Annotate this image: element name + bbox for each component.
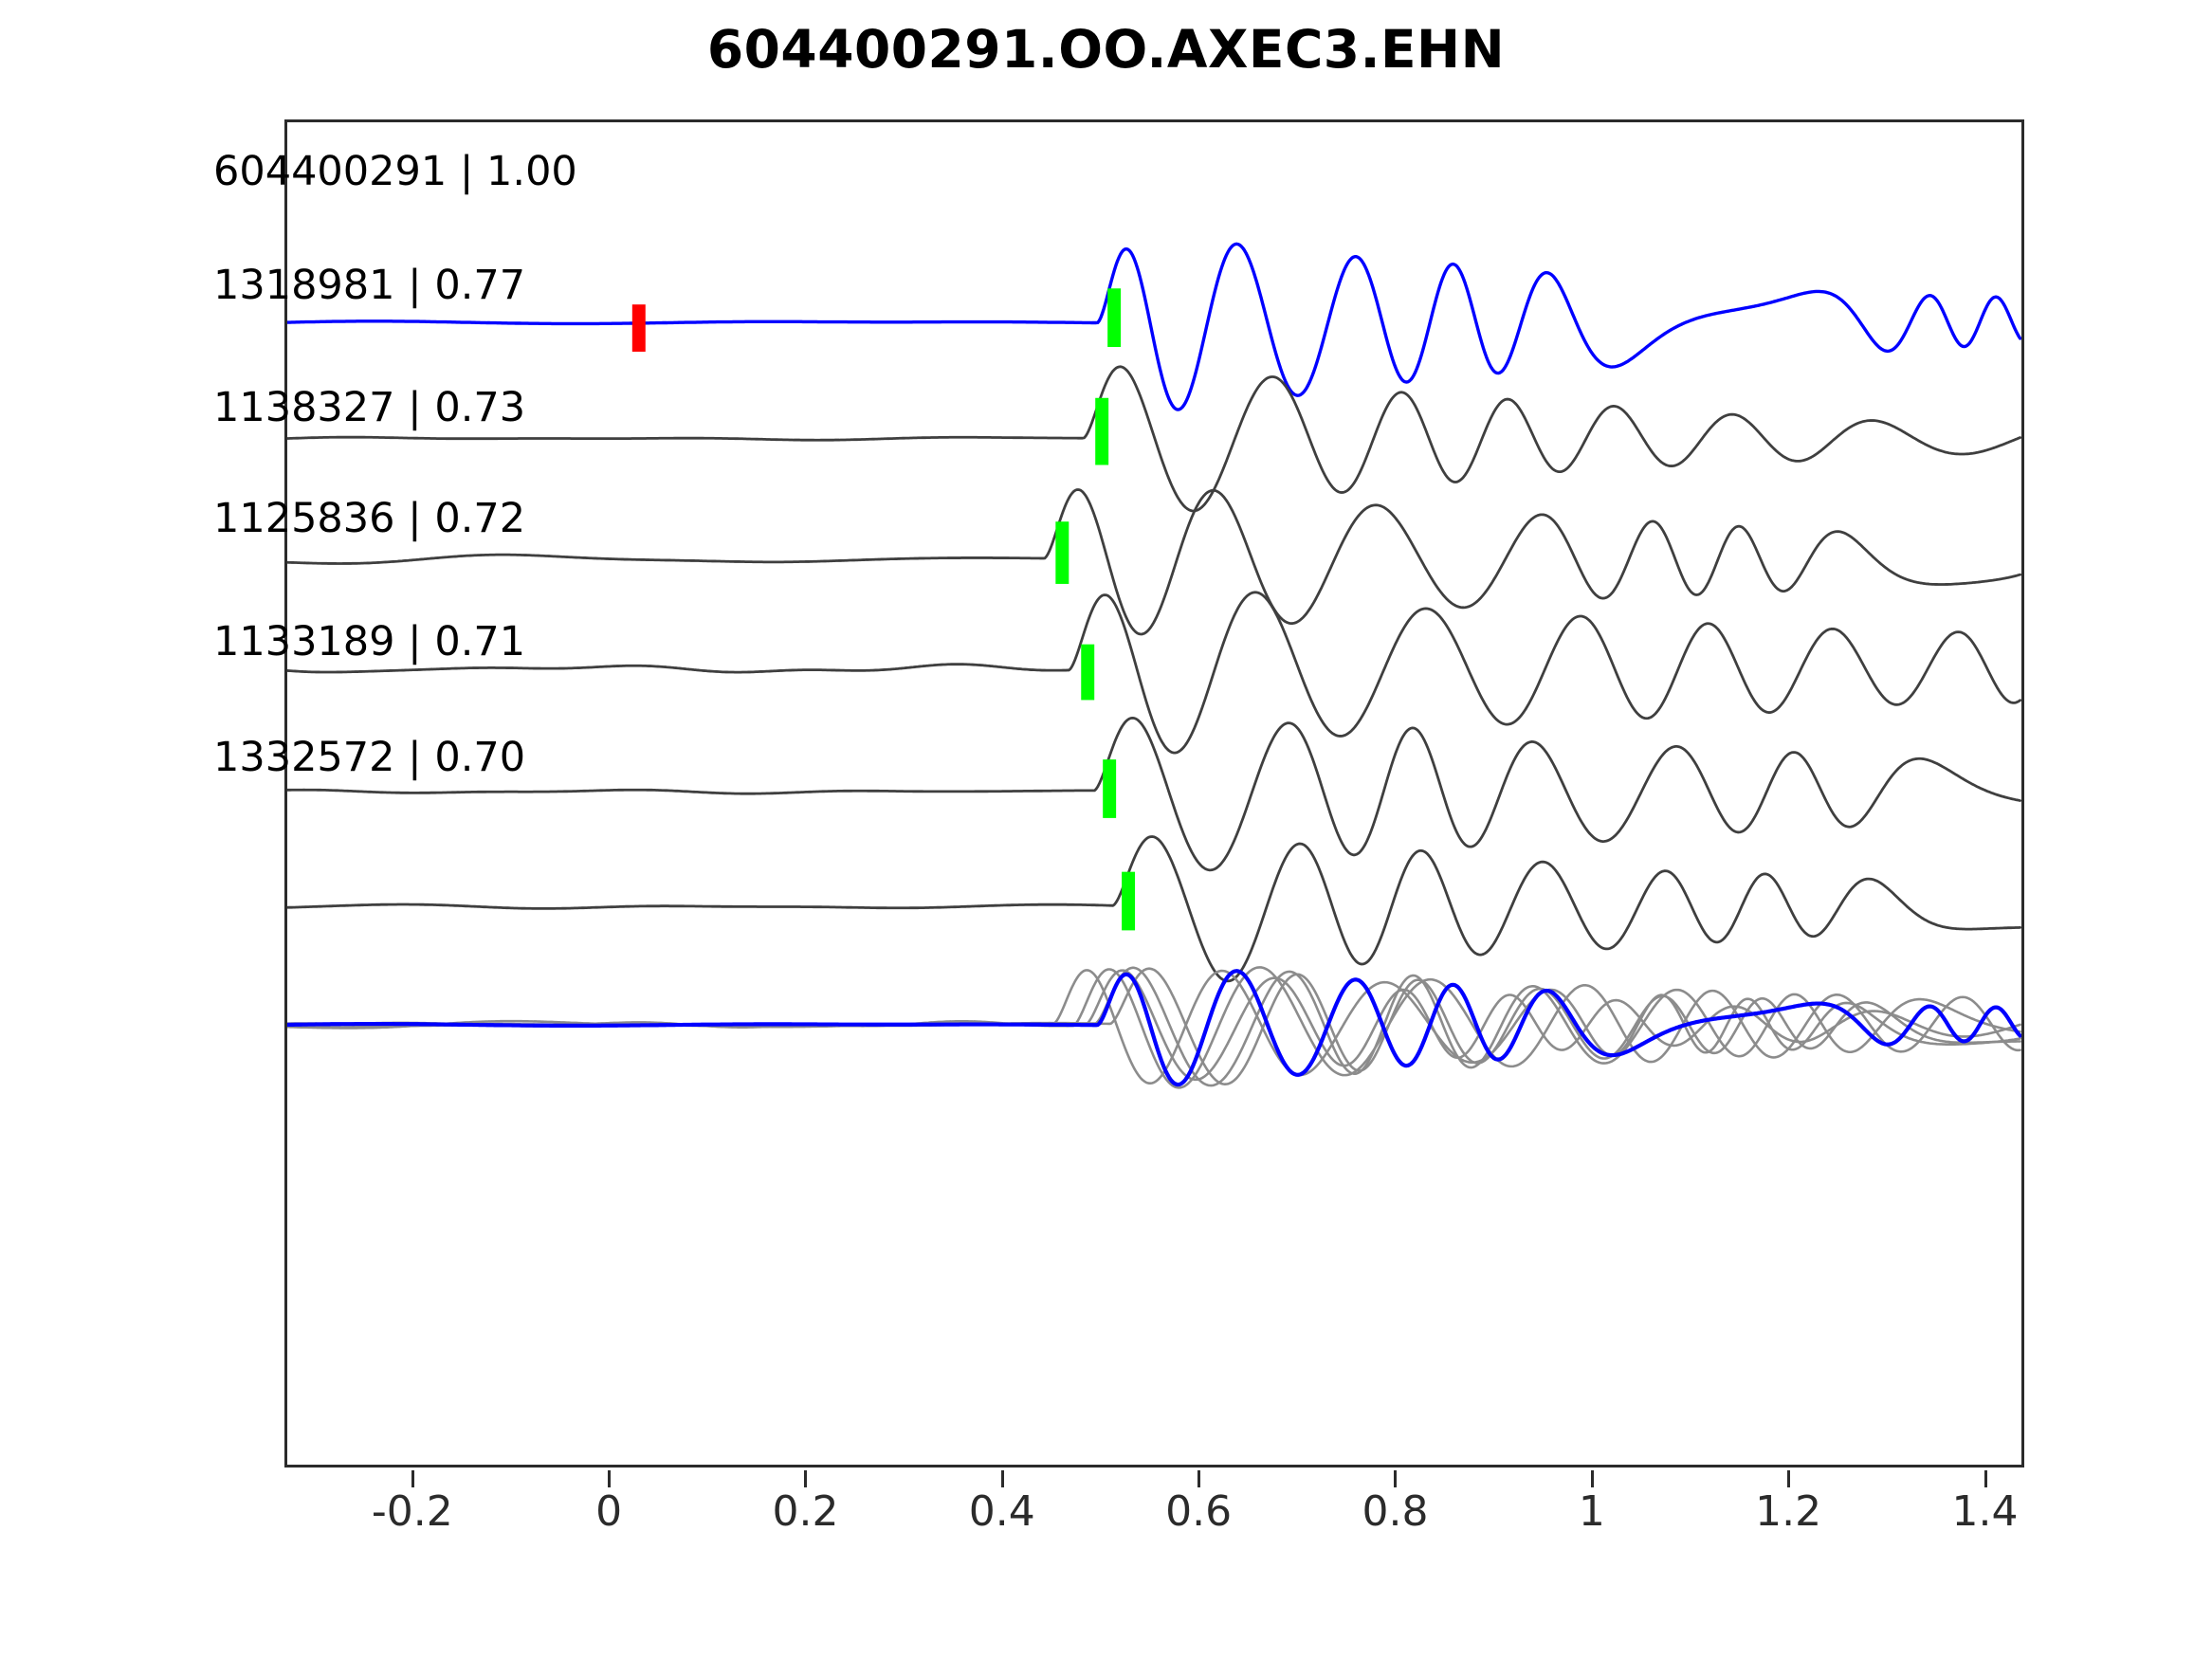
x-tick-label-1: 0 [595,1487,623,1536]
x-tick-mark-4 [1197,1470,1201,1487]
x-tick-label-7: 1.2 [1755,1487,1822,1536]
waveform-trace-1138327 [287,488,2021,636]
waveform-trace-1332572 [287,835,2021,983]
stack-trace-1125836 [287,966,2021,1089]
x-tick-label-0: -0.2 [371,1487,453,1536]
waveform-trace-1125836 [287,591,2021,755]
trace-label-604400291: 604400291 | 1.00 [213,148,577,195]
x-tick-mark-1 [608,1470,612,1487]
plot-area: 604400291 | 1.00 1318981 | 0.77 1138327 | … [213,119,2024,1468]
x-tick-label-3: 0.4 [968,1487,1035,1536]
waveform-trace-604400291 [287,242,2021,411]
phase-pick-marker-1138327 [1055,521,1069,584]
x-axis: -0.2 0 0.2 0.4 0.6 0.8 1 1.2 1.4 [284,1470,2024,1556]
trace-label-1332572: 1332572 | 0.70 [213,734,526,781]
x-tick-label-5: 0.8 [1362,1487,1429,1536]
waveform-canvas [287,242,2021,1089]
x-tick-mark-3 [1000,1470,1004,1487]
x-tick-label-4: 0.6 [1165,1487,1233,1536]
x-tick-mark-6 [1590,1470,1594,1487]
stack-trace-template-604400291 [287,969,2021,1087]
waveform-trace-1318981 [287,365,2021,513]
x-tick-label-6: 1 [1578,1487,1605,1536]
phase-pick-marker-1133189 [1103,759,1117,818]
x-tick-mark-7 [1787,1470,1791,1487]
x-tick-label-8: 1.4 [1951,1487,2019,1536]
waveform-trace-1133189 [287,716,2021,872]
x-tick-mark-8 [1983,1470,1987,1487]
trace-label-1125836: 1125836 | 0.72 [213,495,526,542]
phase-pick-marker-604400291 [1107,288,1122,347]
x-tick-mark-5 [1394,1470,1398,1487]
origin-time-marker-604400291 [631,304,646,352]
x-tick-label-2: 0.2 [772,1487,839,1536]
page-title: 604400291.OO.AXEC3.EHN [706,19,1506,80]
phase-pick-marker-1318981 [1095,397,1109,465]
trace-label-1138327: 1138327 | 0.73 [213,384,526,431]
phase-pick-marker-1332572 [1122,871,1136,931]
trace-label-1318981: 1318981 | 0.77 [213,262,526,309]
phase-pick-marker-1125836 [1081,644,1095,701]
trace-label-1133189: 1133189 | 0.71 [213,618,526,665]
x-tick-mark-2 [804,1470,808,1487]
x-tick-mark-0 [411,1470,414,1487]
